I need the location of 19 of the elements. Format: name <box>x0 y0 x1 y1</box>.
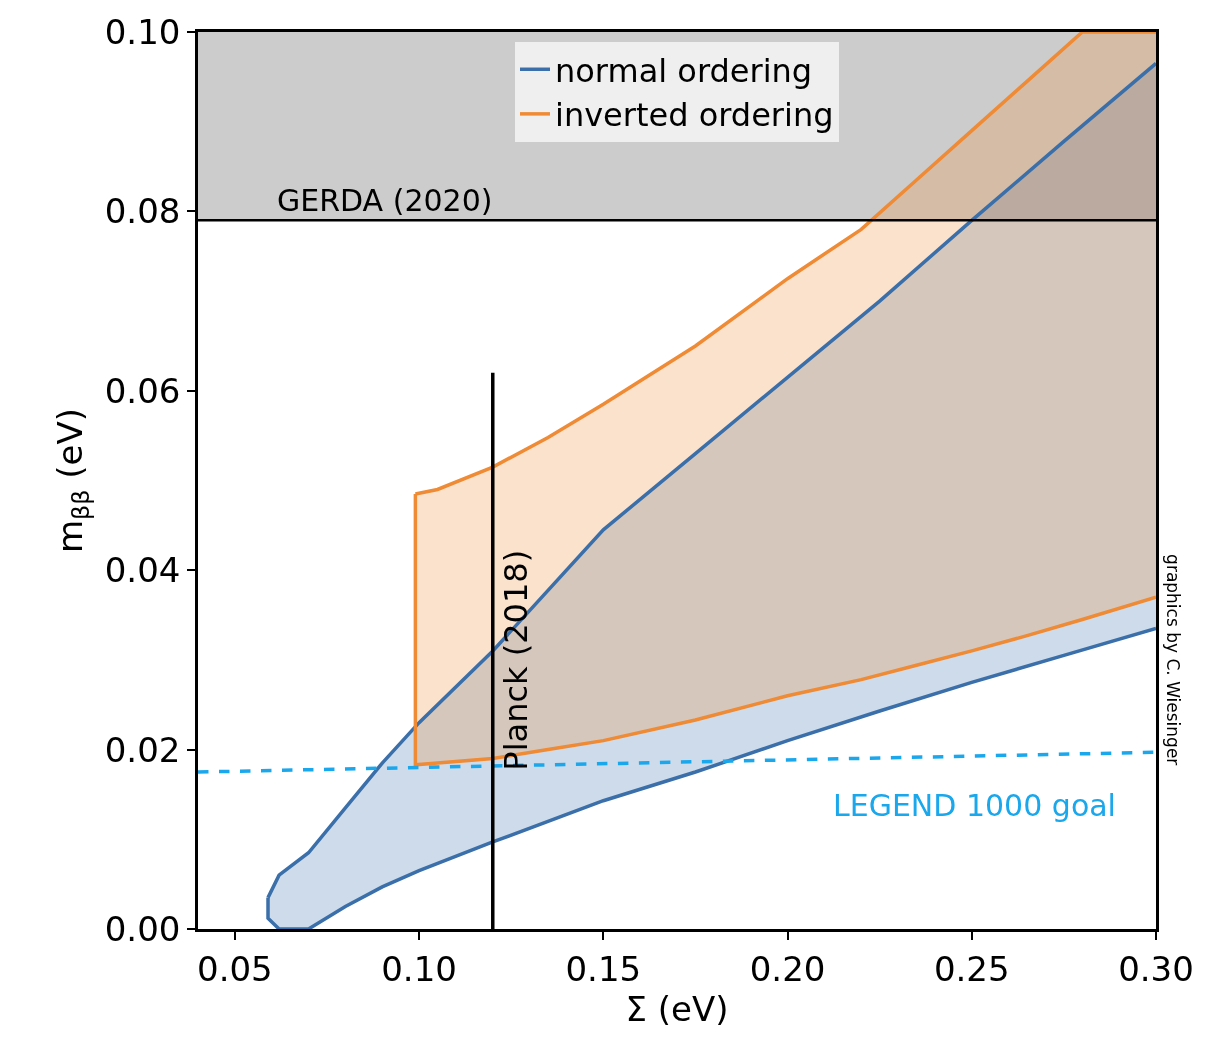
x-tick-label: 0.25 <box>933 948 1010 989</box>
legend-label: normal ordering <box>555 51 813 90</box>
y-tick-label: 0.00 <box>104 908 181 949</box>
x-tick-label: 0.05 <box>197 948 273 989</box>
y-tick-label: 0.08 <box>104 191 181 232</box>
x-axis-title: Σ (eV) <box>625 988 729 1029</box>
y-tick-label: 0.04 <box>104 550 181 591</box>
y-tick-label: 0.06 <box>104 370 181 411</box>
y-tick-label: 0.02 <box>104 729 181 770</box>
y-tick-label: 0.10 <box>104 11 181 52</box>
ref-line-label: GERDA (2020) <box>277 183 493 218</box>
x-tick-label: 0.10 <box>381 948 457 989</box>
x-tick-label: 0.30 <box>1118 948 1194 989</box>
x-tick-label: 0.15 <box>565 948 642 989</box>
annotation: LEGEND 1000 goal <box>833 788 1116 823</box>
legend-label: inverted ordering <box>555 96 834 135</box>
text: graphics by C. Wiesinger <box>1162 554 1183 766</box>
annotation: Planck (2018) <box>496 549 535 771</box>
x-tick-label: 0.20 <box>749 948 826 989</box>
